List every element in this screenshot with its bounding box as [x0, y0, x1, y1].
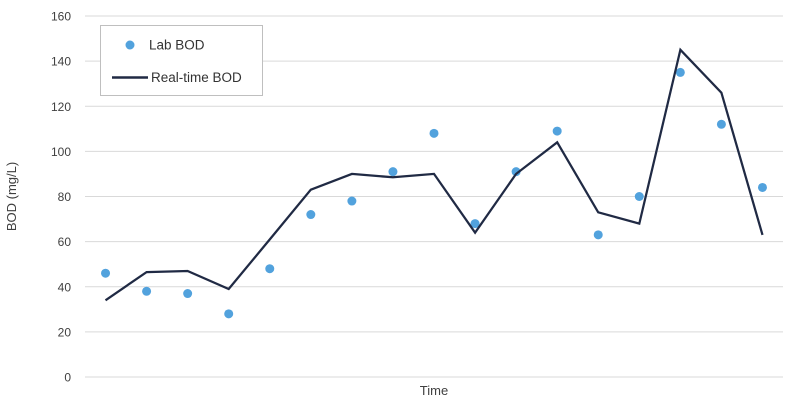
- legend: Lab BOD Real-time BOD: [100, 25, 263, 96]
- lab-bod-point: [552, 126, 562, 136]
- y-tick-label: 120: [51, 100, 71, 114]
- lab-bod-legend-marker-icon: [125, 40, 135, 50]
- realtime-bod-line: [104, 47, 764, 302]
- lab-bod-point: [101, 268, 111, 278]
- legend-label-realtime-bod: Real-time BOD: [151, 70, 242, 85]
- y-tick-label: 80: [58, 190, 72, 204]
- lab-bod-point: [470, 219, 480, 229]
- lab-bod-point: [183, 289, 193, 299]
- lab-bod-point: [429, 128, 439, 138]
- y-tick-label: 100: [51, 145, 71, 159]
- lab-bod-point: [224, 309, 234, 319]
- lab-bod-series: [101, 67, 767, 319]
- lab-bod-point: [388, 167, 398, 177]
- lab-bod-point: [593, 230, 603, 240]
- y-tick-label: 20: [58, 325, 72, 339]
- realtime-bod-series: [104, 47, 764, 302]
- gridlines: [85, 15, 783, 378]
- y-tick-label: 140: [51, 55, 71, 69]
- lab-bod-point: [265, 264, 275, 274]
- lab-bod-point: [716, 119, 726, 129]
- y-tick-label: 0: [64, 371, 71, 385]
- legend-box: [100, 25, 263, 96]
- x-axis-title: Time: [420, 383, 448, 398]
- lab-bod-point: [142, 286, 152, 296]
- lab-bod-point: [306, 210, 316, 220]
- legend-label-lab-bod: Lab BOD: [149, 38, 205, 53]
- y-tick-label: 60: [58, 235, 72, 249]
- y-axis-title: BOD (mg/L): [4, 162, 19, 231]
- lab-bod-point: [757, 182, 767, 192]
- y-tick-labels: 0 20 40 60 80 100 120 140 160: [51, 10, 71, 385]
- lab-bod-point: [511, 167, 521, 177]
- lab-bod-point: [347, 196, 357, 206]
- y-tick-label: 160: [51, 10, 71, 24]
- lab-bod-point: [675, 67, 685, 77]
- y-tick-label: 40: [58, 280, 72, 294]
- lab-bod-point: [634, 192, 644, 201]
